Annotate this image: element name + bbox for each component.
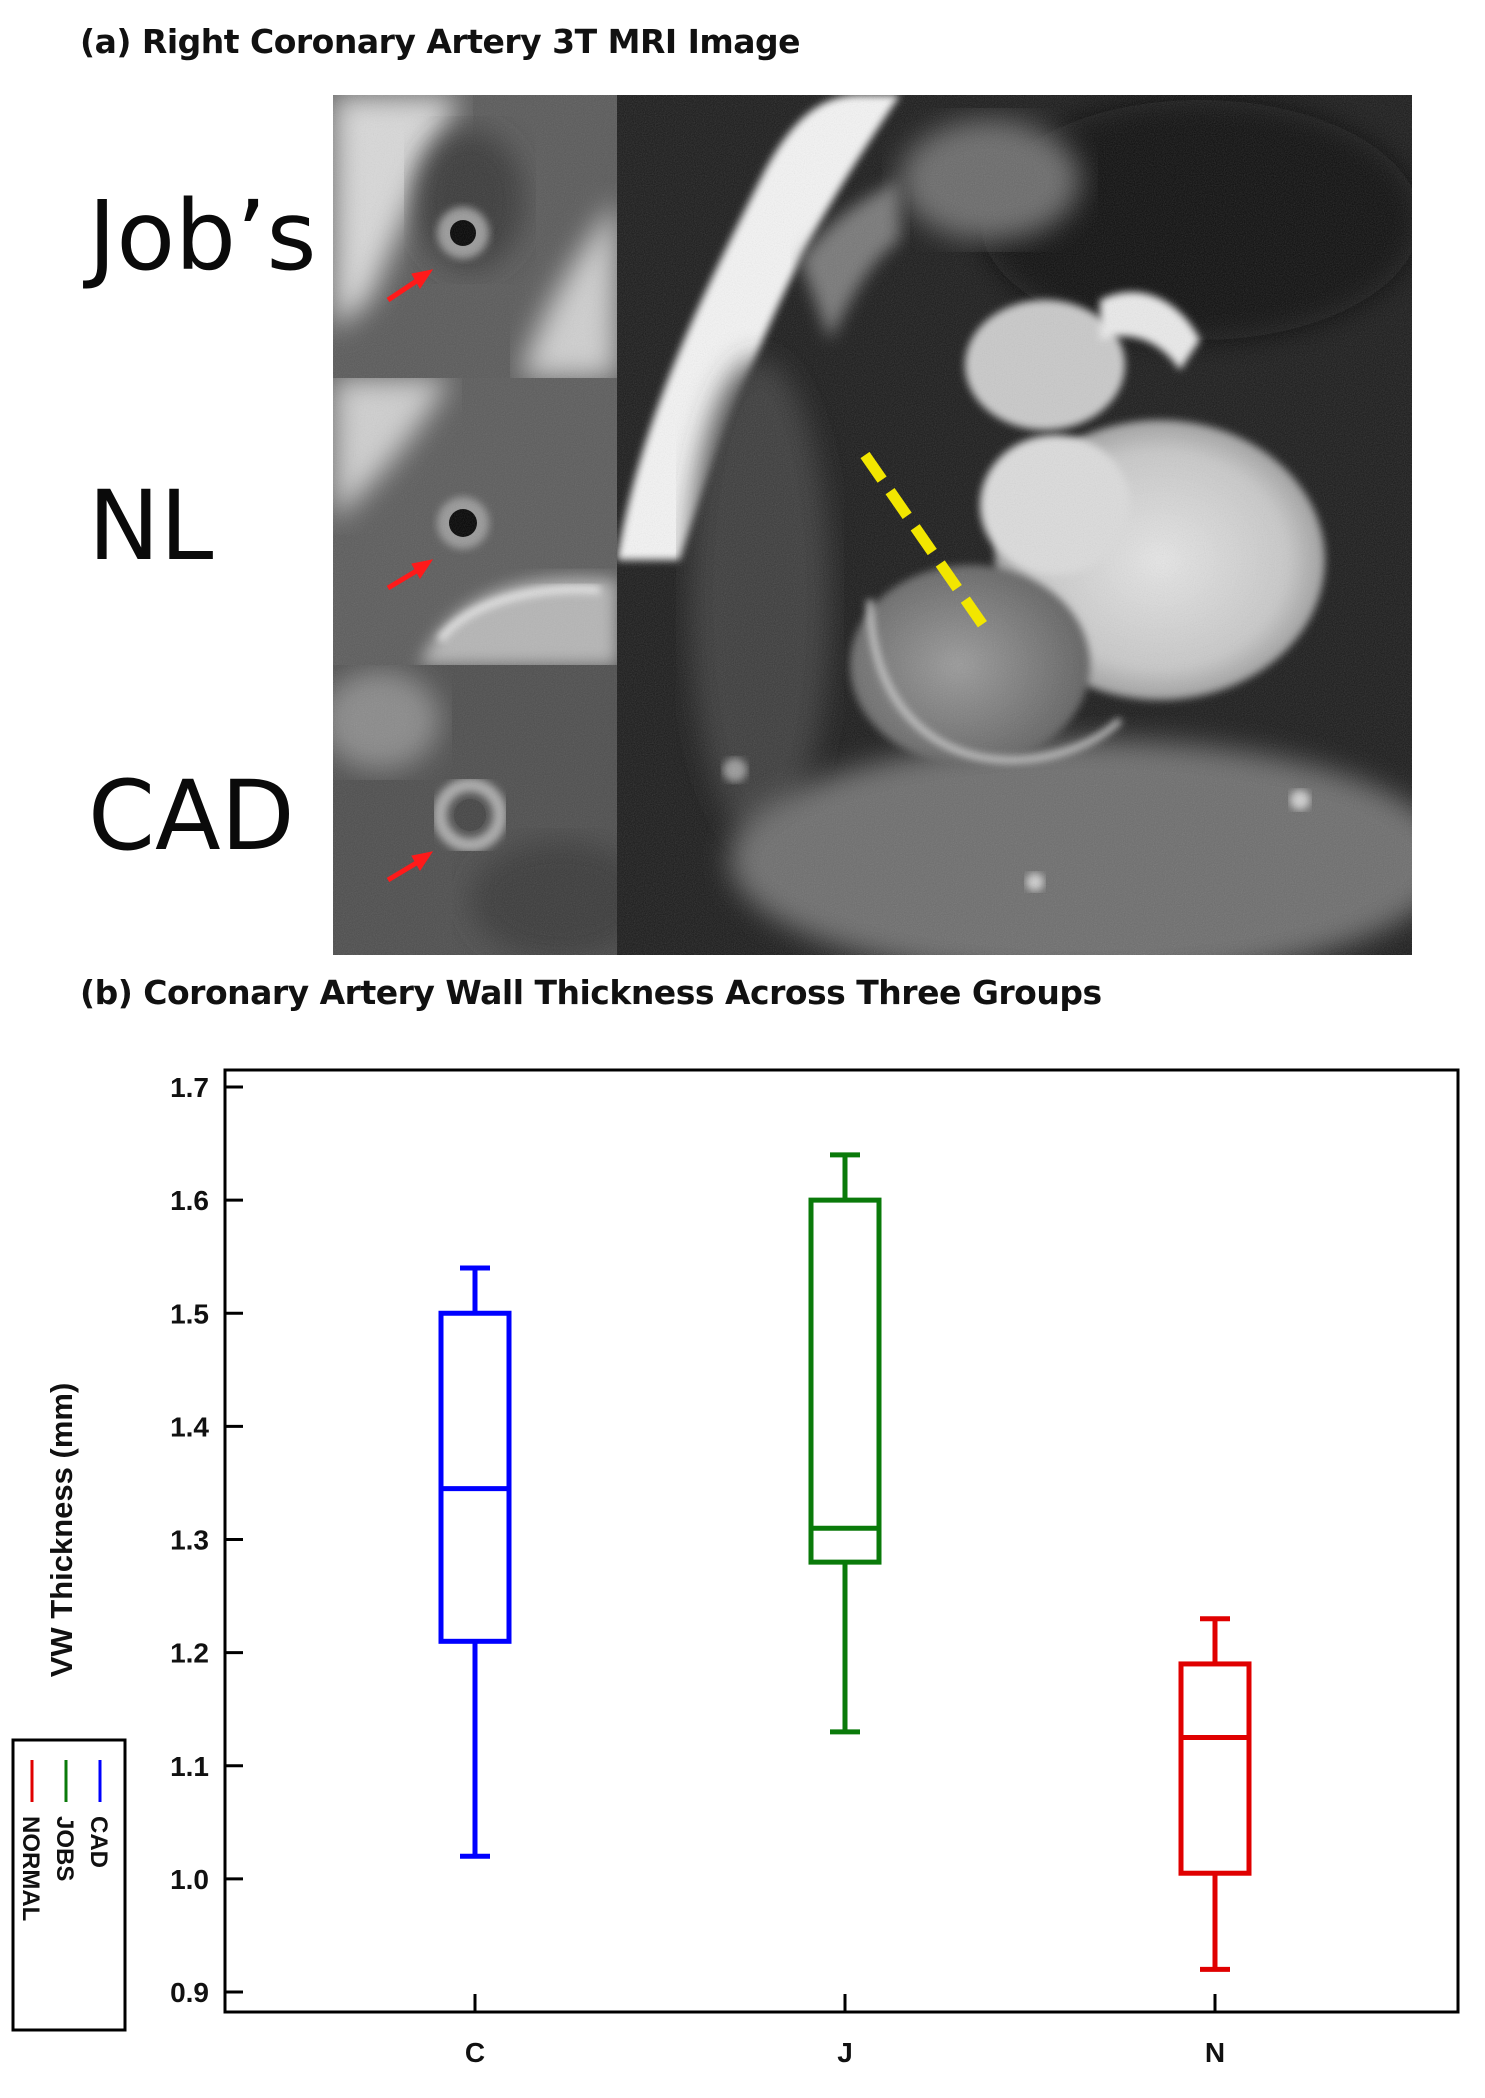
mri-figure [333,95,1412,955]
legend-label: JOBS [51,1816,78,1881]
group-label-jobs: Job’s [88,180,317,292]
y-tick-label: 1.0 [170,1864,209,1895]
y-axis-label: VW Thickness (mm) [44,1383,79,1678]
mri-thumbnail-nl [333,378,617,665]
x-tick-label: N [1205,2037,1225,2068]
plot-frame [223,1068,1460,2014]
y-tick-label: 1.7 [170,1072,209,1103]
legend-label: CAD [85,1816,112,1868]
y-tick-label: 1.6 [170,1185,209,1216]
mri-main-image [617,95,1412,955]
x-tick-label: J [837,2037,853,2068]
panel-a-title: (a) Right Coronary Artery 3T MRI Image [80,22,801,61]
y-tick-label: 1.1 [170,1751,209,1782]
box-N [1178,1661,1252,1876]
legend-label: NORMAL [17,1816,44,1921]
y-tick-label: 1.2 [170,1638,209,1669]
y-tick-label: 1.4 [170,1411,209,1442]
x-tick-label: C [465,2037,485,2068]
arrow-jobs [386,269,434,303]
panel-b-title: (b) Coronary Artery Wall Thickness Acros… [80,973,1102,1012]
mri-thumbnail-cad [333,665,617,955]
y-tick-label: 0.9 [170,1977,209,2008]
arrow-nl [386,559,434,591]
group-label-cad: CAD [88,760,295,872]
group-label-nl: NL [88,470,214,582]
rca-cross-section-line [860,451,990,632]
mri-thumbnail-jobs [333,95,617,378]
arrow-cad [386,851,434,883]
box-C [438,1310,512,1644]
y-tick-label: 1.5 [170,1298,209,1329]
y-tick-label: 1.3 [170,1525,209,1556]
box-J [808,1197,882,1565]
